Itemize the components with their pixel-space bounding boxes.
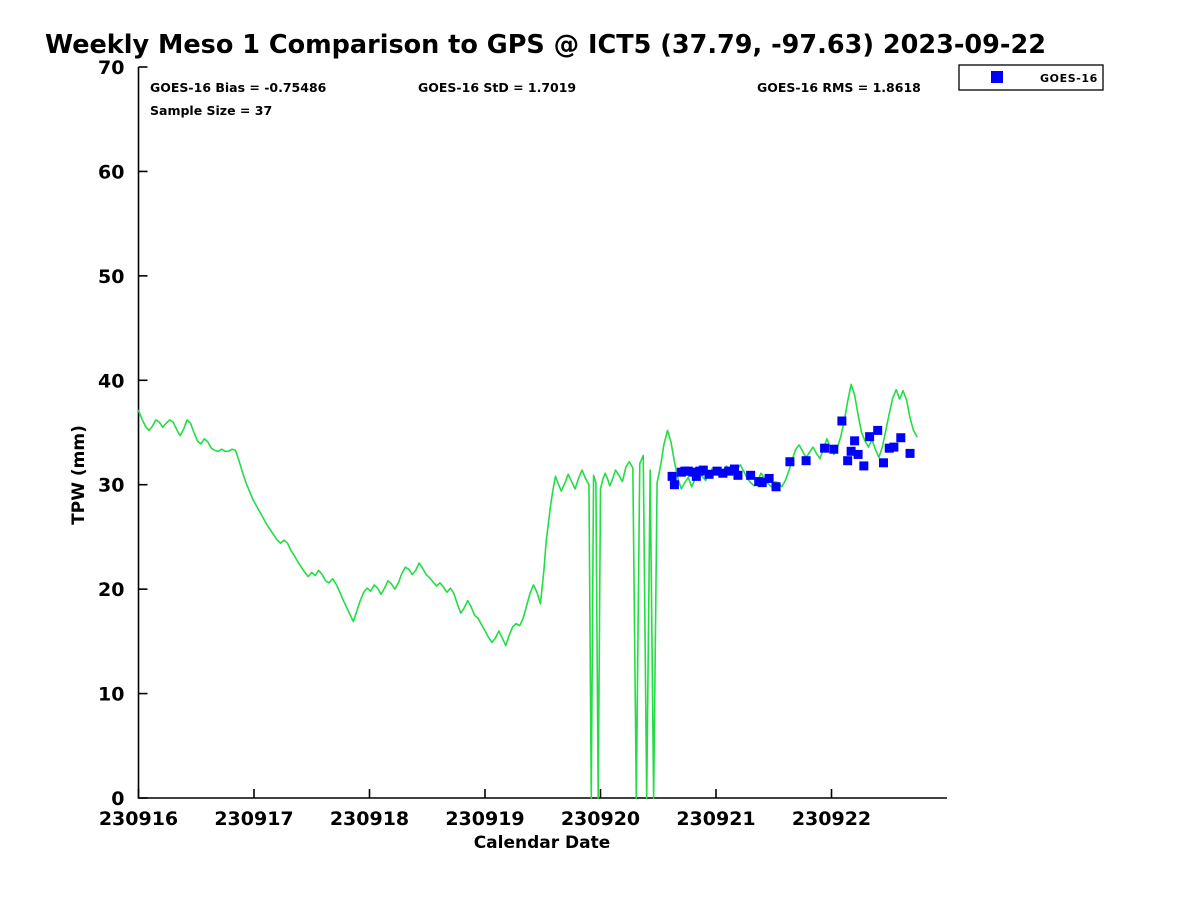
- y-axis-ticks: [138, 66, 148, 799]
- sample-size-annotation: Sample Size = 37: [150, 103, 272, 118]
- data-point-goes-16: [771, 482, 781, 492]
- y-axis-label: TPW (mm): [69, 425, 89, 525]
- data-point-goes-16: [724, 466, 734, 476]
- data-point-goes-16: [729, 464, 739, 474]
- std-annotation: GOES-16 StD = 1.7019: [418, 80, 576, 95]
- plot-content: [137, 383, 918, 799]
- y-tick-label: 60: [98, 161, 124, 183]
- data-point-goes-16: [859, 461, 869, 471]
- statistics-annotations: GOES-16 Bias = -0.75486 GOES-16 StD = 1.…: [150, 80, 921, 118]
- goes16-series-markers: [667, 416, 915, 492]
- data-point-goes-16: [667, 471, 677, 481]
- data-point-goes-16: [829, 444, 839, 454]
- legend-marker-goes-16: [991, 71, 1003, 83]
- data-point-goes-16: [843, 456, 853, 466]
- data-point-goes-16: [820, 443, 830, 453]
- data-point-goes-16: [757, 478, 767, 488]
- y-tick-label: 20: [98, 579, 124, 601]
- data-point-goes-16: [733, 470, 743, 480]
- x-tick-label: 230922: [792, 808, 871, 830]
- rms-annotation: GOES-16 RMS = 1.8618: [757, 80, 921, 95]
- page-title: Weekly Meso 1 Comparison to GPS @ ICT5 (…: [45, 30, 1046, 60]
- legend[interactable]: GOES-16: [958, 64, 1104, 91]
- x-axis-tick-labels: 230916 230917 230918 230919 230920 230921 2309…: [99, 808, 871, 830]
- data-point-goes-16: [873, 425, 883, 435]
- y-tick-label: 70: [98, 57, 124, 79]
- data-point-goes-16: [850, 436, 860, 446]
- y-tick-label: 30: [98, 475, 124, 497]
- x-tick-label: 230918: [330, 808, 409, 830]
- plot-frame: [137, 66, 947, 799]
- data-point-goes-16: [785, 457, 795, 467]
- x-tick-label: 230921: [676, 808, 755, 830]
- data-point-goes-16: [878, 458, 888, 468]
- data-point-goes-16: [896, 433, 906, 443]
- x-tick-label: 230919: [445, 808, 524, 830]
- data-point-goes-16: [837, 416, 847, 426]
- gps-series-line: [137, 383, 918, 799]
- y-tick-label: 40: [98, 370, 124, 392]
- y-tick-label: 10: [98, 684, 124, 706]
- x-tick-label: 230917: [214, 808, 293, 830]
- data-point-goes-16: [865, 432, 875, 442]
- data-point-goes-16: [704, 469, 714, 479]
- data-point-goes-16: [698, 465, 708, 475]
- legend-background: [958, 64, 1104, 91]
- data-point-goes-16: [853, 449, 863, 459]
- data-point-goes-16: [691, 471, 701, 481]
- y-axis-tick-labels: 0 10 20 30 40 50 60 70: [98, 57, 124, 810]
- data-point-goes-16: [669, 480, 679, 490]
- x-axis-ticks: [137, 789, 833, 798]
- legend-label-goes-16: GOES-16: [1040, 72, 1098, 85]
- data-point-goes-16: [718, 468, 728, 478]
- data-point-goes-16: [846, 446, 856, 456]
- data-point-goes-16: [889, 442, 899, 452]
- x-tick-label: 230920: [561, 808, 640, 830]
- data-point-goes-16: [764, 473, 774, 483]
- data-point-goes-16: [801, 456, 811, 466]
- data-point-goes-16: [712, 466, 722, 476]
- bias-annotation: GOES-16 Bias = -0.75486: [150, 80, 327, 95]
- data-point-goes-16: [884, 443, 894, 453]
- x-axis-label: Calendar Date: [474, 833, 611, 853]
- data-point-goes-16: [746, 470, 756, 480]
- data-point-goes-16: [905, 448, 915, 458]
- y-tick-label: 50: [98, 266, 124, 288]
- data-point-goes-16: [683, 466, 693, 476]
- x-tick-label: 230916: [99, 808, 178, 830]
- y-tick-label: 0: [111, 788, 124, 810]
